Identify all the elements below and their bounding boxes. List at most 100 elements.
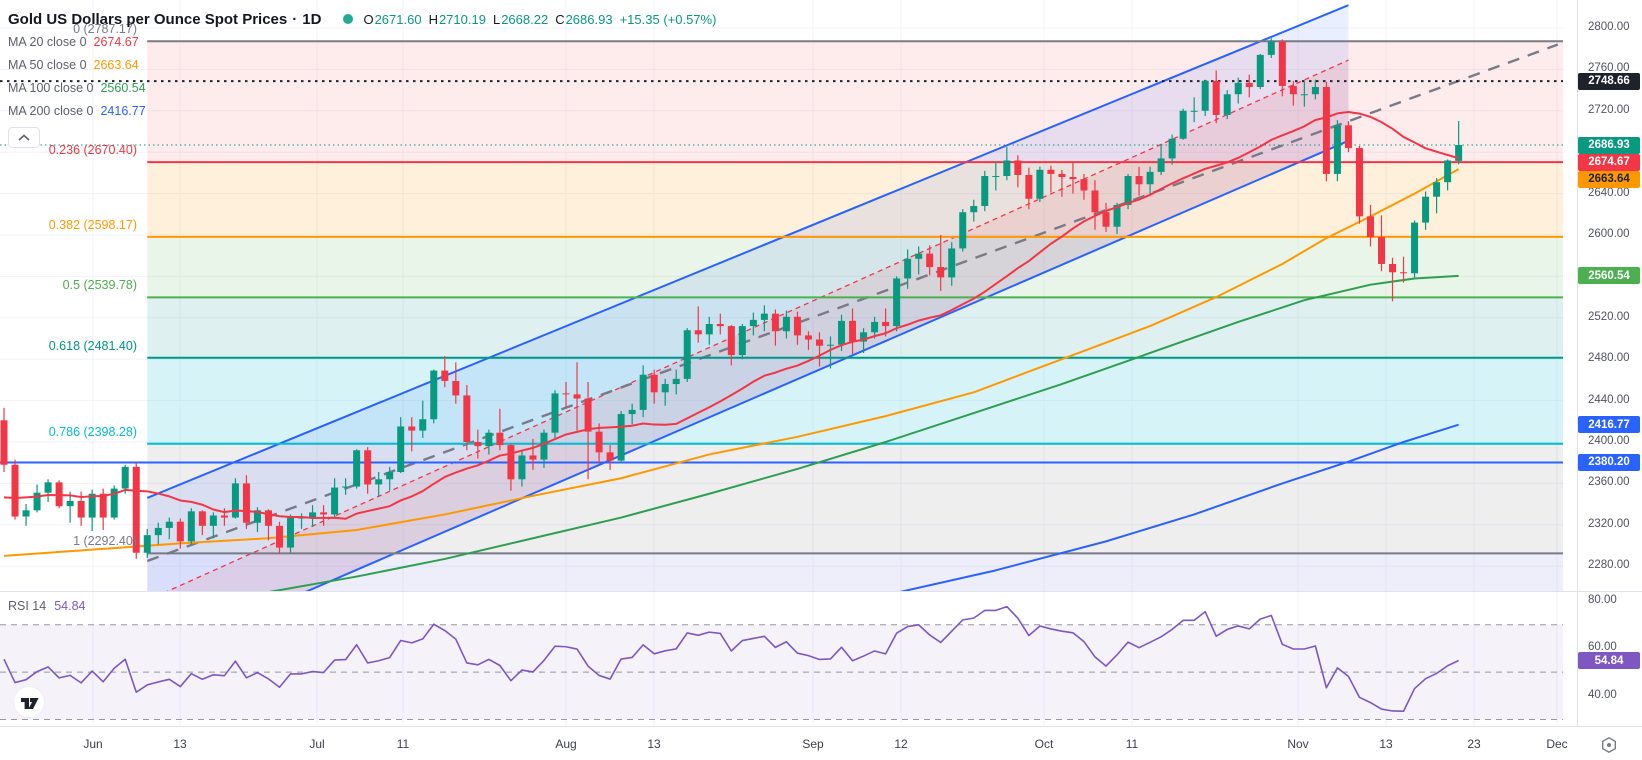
candle-body bbox=[22, 510, 30, 517]
time-tick-label: 11 bbox=[396, 737, 410, 751]
fib-label: 0 (2787.17) bbox=[73, 22, 137, 37]
rsi-label: RSI 14 bbox=[8, 599, 47, 613]
price-axis-badge: 2560.54 bbox=[1578, 267, 1640, 285]
candle-body bbox=[1433, 182, 1441, 197]
rsi-legend[interactable]: RSI 14 54.84 bbox=[8, 599, 86, 613]
price-axis-badge: 2686.93 bbox=[1578, 136, 1640, 154]
candle-body bbox=[242, 483, 250, 523]
time-tick-label: Jul bbox=[309, 737, 325, 751]
price-tick-label: 2640.00 bbox=[1588, 186, 1630, 199]
candle-body bbox=[264, 510, 272, 526]
candle-body bbox=[551, 393, 559, 433]
candle-body bbox=[408, 426, 416, 431]
ma20-value: 2674.67 bbox=[93, 34, 139, 49]
candle-body bbox=[948, 248, 956, 278]
candle-body bbox=[209, 515, 217, 526]
candle-body bbox=[99, 493, 107, 518]
market-status-dot bbox=[343, 14, 354, 24]
price-tick-label: 2600.00 bbox=[1588, 228, 1630, 240]
candle-body bbox=[1322, 86, 1330, 174]
candle-body bbox=[1245, 82, 1253, 87]
candle-body bbox=[573, 394, 581, 399]
candle-body bbox=[309, 512, 317, 518]
indicator-row-ma100[interactable]: MA 100 close 0 2560.54 bbox=[8, 80, 146, 95]
rsi-pane[interactable] bbox=[0, 592, 1563, 726]
candle-body bbox=[606, 452, 614, 461]
candle-body bbox=[937, 267, 945, 278]
candle-body bbox=[132, 466, 140, 553]
candle-body bbox=[727, 326, 735, 356]
candle-body bbox=[1389, 263, 1397, 273]
candle-body bbox=[66, 500, 74, 507]
candle-body bbox=[187, 511, 195, 542]
ma100-line bbox=[268, 274, 1459, 591]
indicator-row-ma20[interactable]: MA 20 close 0 2674.67 bbox=[8, 34, 139, 49]
price-tick-label: 2280.00 bbox=[1588, 559, 1630, 572]
candle-body bbox=[771, 313, 779, 332]
time-tick-label: 13 bbox=[647, 737, 661, 751]
fib-zone bbox=[147, 236, 1563, 298]
candle-body bbox=[1422, 196, 1430, 223]
interval-label[interactable]: 1D bbox=[302, 10, 322, 28]
rsi-tick-label: 40.00 bbox=[1588, 688, 1617, 701]
candle-body bbox=[1311, 86, 1319, 95]
candle-body bbox=[1201, 80, 1209, 111]
candle-body bbox=[419, 419, 427, 431]
price-tick-label: 2760.00 bbox=[1588, 62, 1630, 75]
candle-body bbox=[650, 374, 658, 393]
rsi-axis-badge: 54.84 bbox=[1578, 652, 1640, 670]
trend-red-dashed-line bbox=[166, 59, 1349, 591]
indicator-row-ma200[interactable]: MA 200 close 0 2416.77 bbox=[8, 103, 146, 118]
candle-body bbox=[1190, 110, 1198, 112]
candle-body bbox=[342, 486, 350, 488]
candle-body bbox=[33, 492, 41, 511]
candle-body bbox=[364, 450, 372, 485]
title-separator: · bbox=[292, 10, 298, 28]
candle-body bbox=[397, 426, 405, 473]
candle-body bbox=[320, 512, 328, 515]
candle-body bbox=[672, 378, 680, 385]
ma50-value: 2663.64 bbox=[93, 57, 139, 72]
fib-label: 0.5 (2539.78) bbox=[62, 278, 137, 293]
candle-body bbox=[915, 253, 923, 259]
candle-body bbox=[1355, 148, 1363, 217]
candle-body bbox=[1444, 160, 1452, 183]
time-tick-label: Aug bbox=[555, 737, 577, 751]
candle-body bbox=[529, 455, 537, 460]
candle-body bbox=[176, 521, 184, 542]
candle-body bbox=[507, 445, 515, 480]
candles[interactable] bbox=[0, 38, 1463, 559]
close-value: 2686.93 bbox=[565, 11, 613, 27]
candle-body bbox=[705, 324, 713, 335]
candle-body bbox=[595, 431, 603, 453]
candle-body bbox=[1411, 222, 1419, 274]
candle-body bbox=[628, 409, 636, 415]
time-tick-label: Sep bbox=[802, 737, 824, 751]
rsi-tick-label: 80.00 bbox=[1588, 594, 1617, 606]
candle-body bbox=[694, 330, 702, 335]
candle-body bbox=[1135, 176, 1143, 185]
time-tick-label: 11 bbox=[1125, 737, 1139, 751]
candle-body bbox=[1278, 41, 1286, 86]
candle-body bbox=[1047, 169, 1055, 174]
price-tick-label: 2720.00 bbox=[1588, 103, 1630, 116]
symbol-title[interactable]: Gold US Dollars per Ounce Spot Prices bbox=[8, 10, 288, 28]
candle-body bbox=[1014, 160, 1022, 175]
candle-body bbox=[683, 330, 691, 379]
settings-gear-icon[interactable] bbox=[1600, 736, 1618, 754]
candle-body bbox=[1157, 158, 1165, 172]
candle-body bbox=[1080, 179, 1088, 191]
candle-body bbox=[1168, 138, 1176, 159]
candle-body bbox=[375, 479, 383, 485]
time-tick-label: 13 bbox=[173, 737, 187, 751]
tradingview-logo[interactable] bbox=[13, 686, 47, 720]
indicator-row-ma50[interactable]: MA 50 close 0 2663.64 bbox=[8, 57, 139, 72]
candle-body bbox=[793, 316, 801, 336]
collapse-legend-button[interactable] bbox=[8, 127, 40, 148]
candle-body bbox=[860, 332, 868, 342]
candle-body bbox=[838, 320, 846, 345]
candle-body bbox=[485, 432, 493, 447]
candle-body bbox=[220, 515, 228, 518]
main-pane[interactable] bbox=[0, 0, 1563, 732]
